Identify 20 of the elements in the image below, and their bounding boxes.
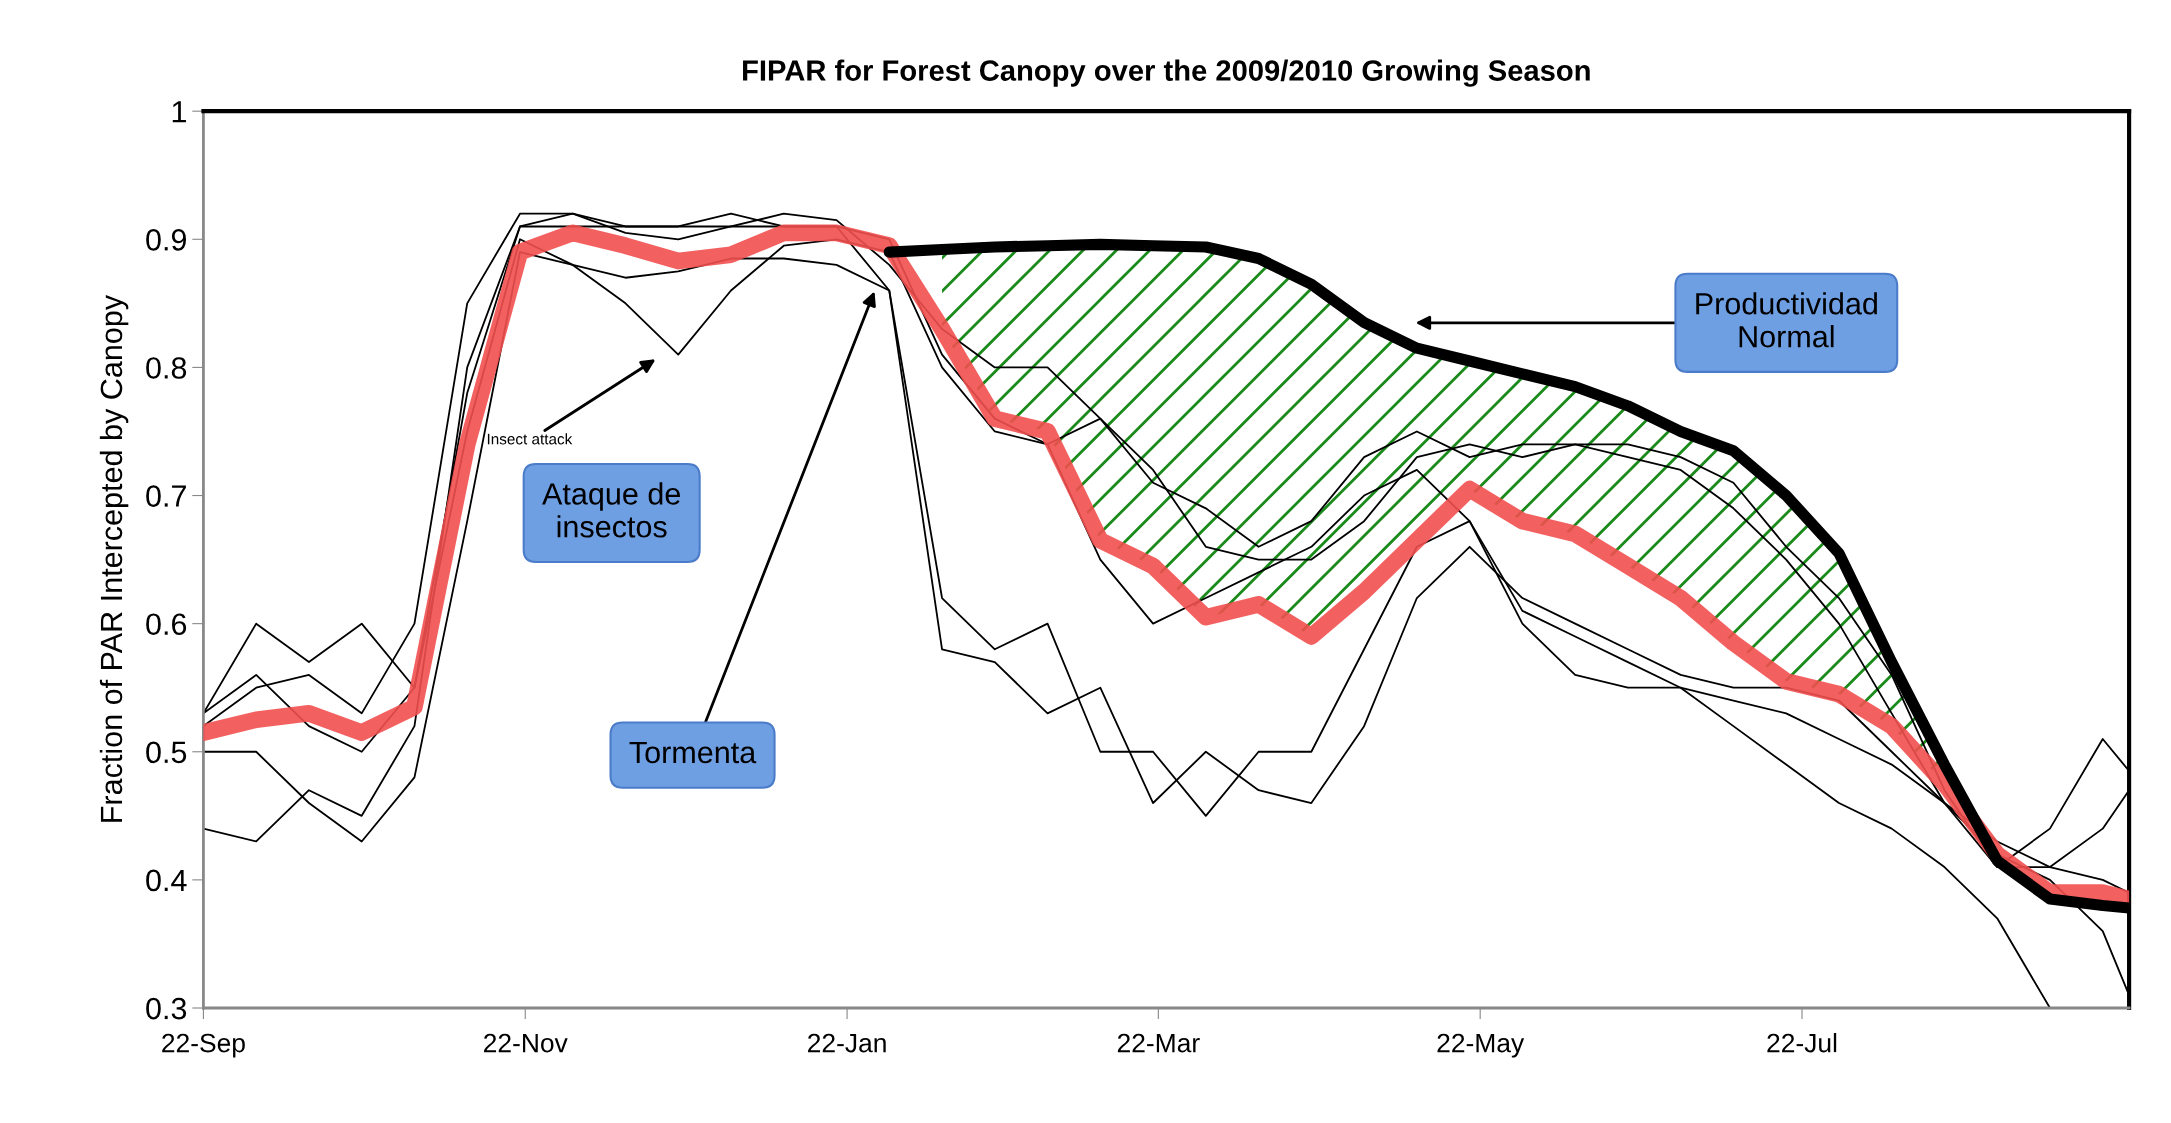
x-tick-label: 22-Jul [1767,1033,1837,1053]
y-tick-label: 0.6 [146,613,187,636]
x-tick-label: 22-Nov [484,1033,568,1053]
y-tick-label: 0.4 [146,869,187,892]
y-tick-label: 0.5 [146,741,187,764]
annotation: Tormenta [629,741,757,764]
annotation: Ataque de insectos [542,482,680,538]
y-tick-label: 0.3 [146,997,187,1020]
chart-title: FIPAR for Forest Canopy over the 2009/2010 Growing Season [743,59,1590,87]
y-tick-label: 1 [172,101,186,123]
x-tick-label: 22-Mar [1117,1033,1200,1053]
x-tick-label: 22-Sep [162,1033,245,1058]
x-tick-label: 22-Jan [808,1033,886,1053]
y-axis-title: Fraction of PAR Intercepted by Canopy [99,294,129,822]
y-tick-label: 0.8 [146,357,187,379]
annotation: Productividad Normal [1696,292,1877,348]
annotation: Insect attack [487,433,573,445]
y-tick-label: 0.7 [146,485,186,507]
x-tick-label: 22-May [1437,1033,1525,1058]
y-tick-label: 0.9 [146,229,187,251]
